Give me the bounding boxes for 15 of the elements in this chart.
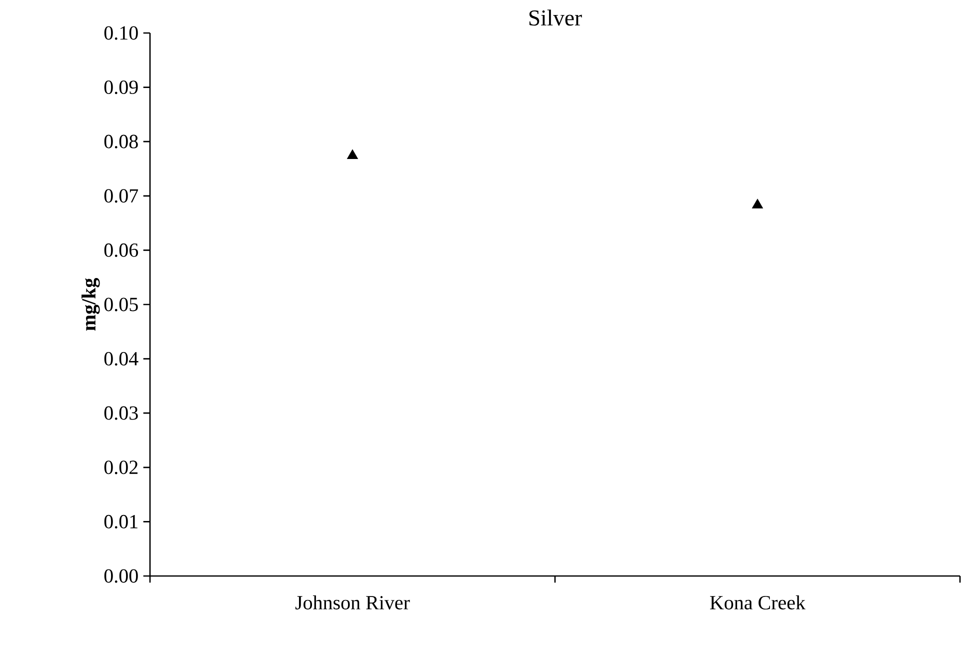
chart-title: Silver — [529, 10, 582, 26]
y-tick-label: 0.06 — [104, 243, 138, 257]
y-tick-label: 0.09 — [104, 80, 138, 94]
y-tick-label: 0.02 — [104, 460, 138, 474]
y-tick-label: 0.01 — [104, 514, 138, 528]
x-tick-label: Kona Creek — [710, 595, 806, 610]
y-axis-title: mg/kg — [82, 278, 100, 331]
y-tick-label: 0.08 — [104, 134, 138, 148]
y-tick-label: 0.05 — [104, 298, 138, 312]
y-tick-label: 0.00 — [104, 569, 138, 583]
x-tick-label: Johnson River — [295, 595, 410, 610]
y-tick-label: 0.10 — [104, 26, 138, 40]
y-tick-label: 0.03 — [104, 406, 138, 420]
y-tick-label: 0.04 — [104, 352, 138, 366]
y-tick-label: 0.07 — [104, 189, 138, 203]
